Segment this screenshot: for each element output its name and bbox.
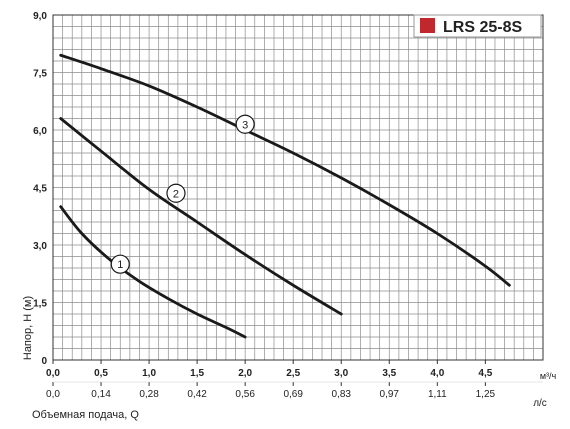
y-tick-label: 6,0 (33, 126, 47, 137)
legend-color-swatch (420, 18, 435, 33)
x-tick-label: 4,0 (430, 368, 444, 379)
x-secondary-tick-label: 0,28 (139, 389, 159, 400)
y-axis-label: Напор, H (м) (22, 296, 34, 360)
series-label-3: 3 (242, 119, 248, 131)
x-secondary-tick-label: 0,97 (380, 389, 400, 400)
series-marker-3 (235, 114, 255, 134)
x-tick-label: 3,5 (382, 368, 396, 379)
y-tick-label: 4,5 (33, 184, 47, 195)
series-line-2 (59, 117, 343, 316)
series-group: 1 2 3 (59, 53, 511, 339)
x-tick-label: 1,0 (142, 368, 156, 379)
y-tick-label: 3,0 (33, 241, 47, 252)
x-axis-unit-primary: м³/ч (540, 371, 557, 381)
x-secondary-tick-label: 0,0 (46, 389, 60, 400)
series-line-3 (59, 53, 511, 287)
x-secondary-tick-label: 0,56 (235, 389, 255, 400)
x-secondary-tick-label: 0,42 (187, 389, 207, 400)
legend-badge-frame (413, 14, 542, 38)
series-label-2: 2 (173, 188, 179, 200)
x-secondary-tick-label: 0,14 (91, 389, 111, 400)
x-axis-unit-secondary: л/с (533, 398, 547, 409)
x-tick-label: 4,5 (478, 368, 492, 379)
x-tick-label: 0,0 (46, 368, 60, 379)
legend-badge: LRS 25-8S (413, 14, 542, 38)
series-line-1 (59, 205, 247, 339)
x-axis-label: Объемная подача, Q (32, 409, 139, 421)
series-marker-1 (110, 254, 130, 274)
x-tick-label: 0,5 (94, 368, 108, 379)
tick-labels: 0,0 0,5 1,0 1,5 2,0 2,5 3,0 3,5 4,0 4,5 0,0 0,14 0,2… (33, 11, 495, 400)
grid (52, 14, 544, 361)
x-secondary-tick-label: 1,11 (428, 389, 447, 400)
x-secondary-tick-label: 1,25 (476, 389, 496, 400)
axes (52, 14, 544, 386)
series-label-1: 1 (117, 259, 123, 271)
y-tick-label: 9,0 (33, 11, 47, 22)
plot-frame (52, 14, 544, 361)
x-tick-label: 3,0 (334, 368, 348, 379)
y-tick-label: 0 (41, 356, 47, 367)
x-secondary-tick-label: 0,69 (283, 389, 303, 400)
y-tick-label: 1,5 (33, 299, 47, 310)
x-tick-label: 2,0 (238, 368, 252, 379)
series-marker-2 (166, 183, 186, 203)
x-secondary-tick-label: 0,83 (332, 389, 352, 400)
y-tick-label: 7,5 (33, 69, 47, 80)
x-tick-label: 2,5 (286, 368, 300, 379)
chart-title: LRS 25-8S (443, 19, 522, 36)
x-tick-label: 1,5 (190, 368, 204, 379)
